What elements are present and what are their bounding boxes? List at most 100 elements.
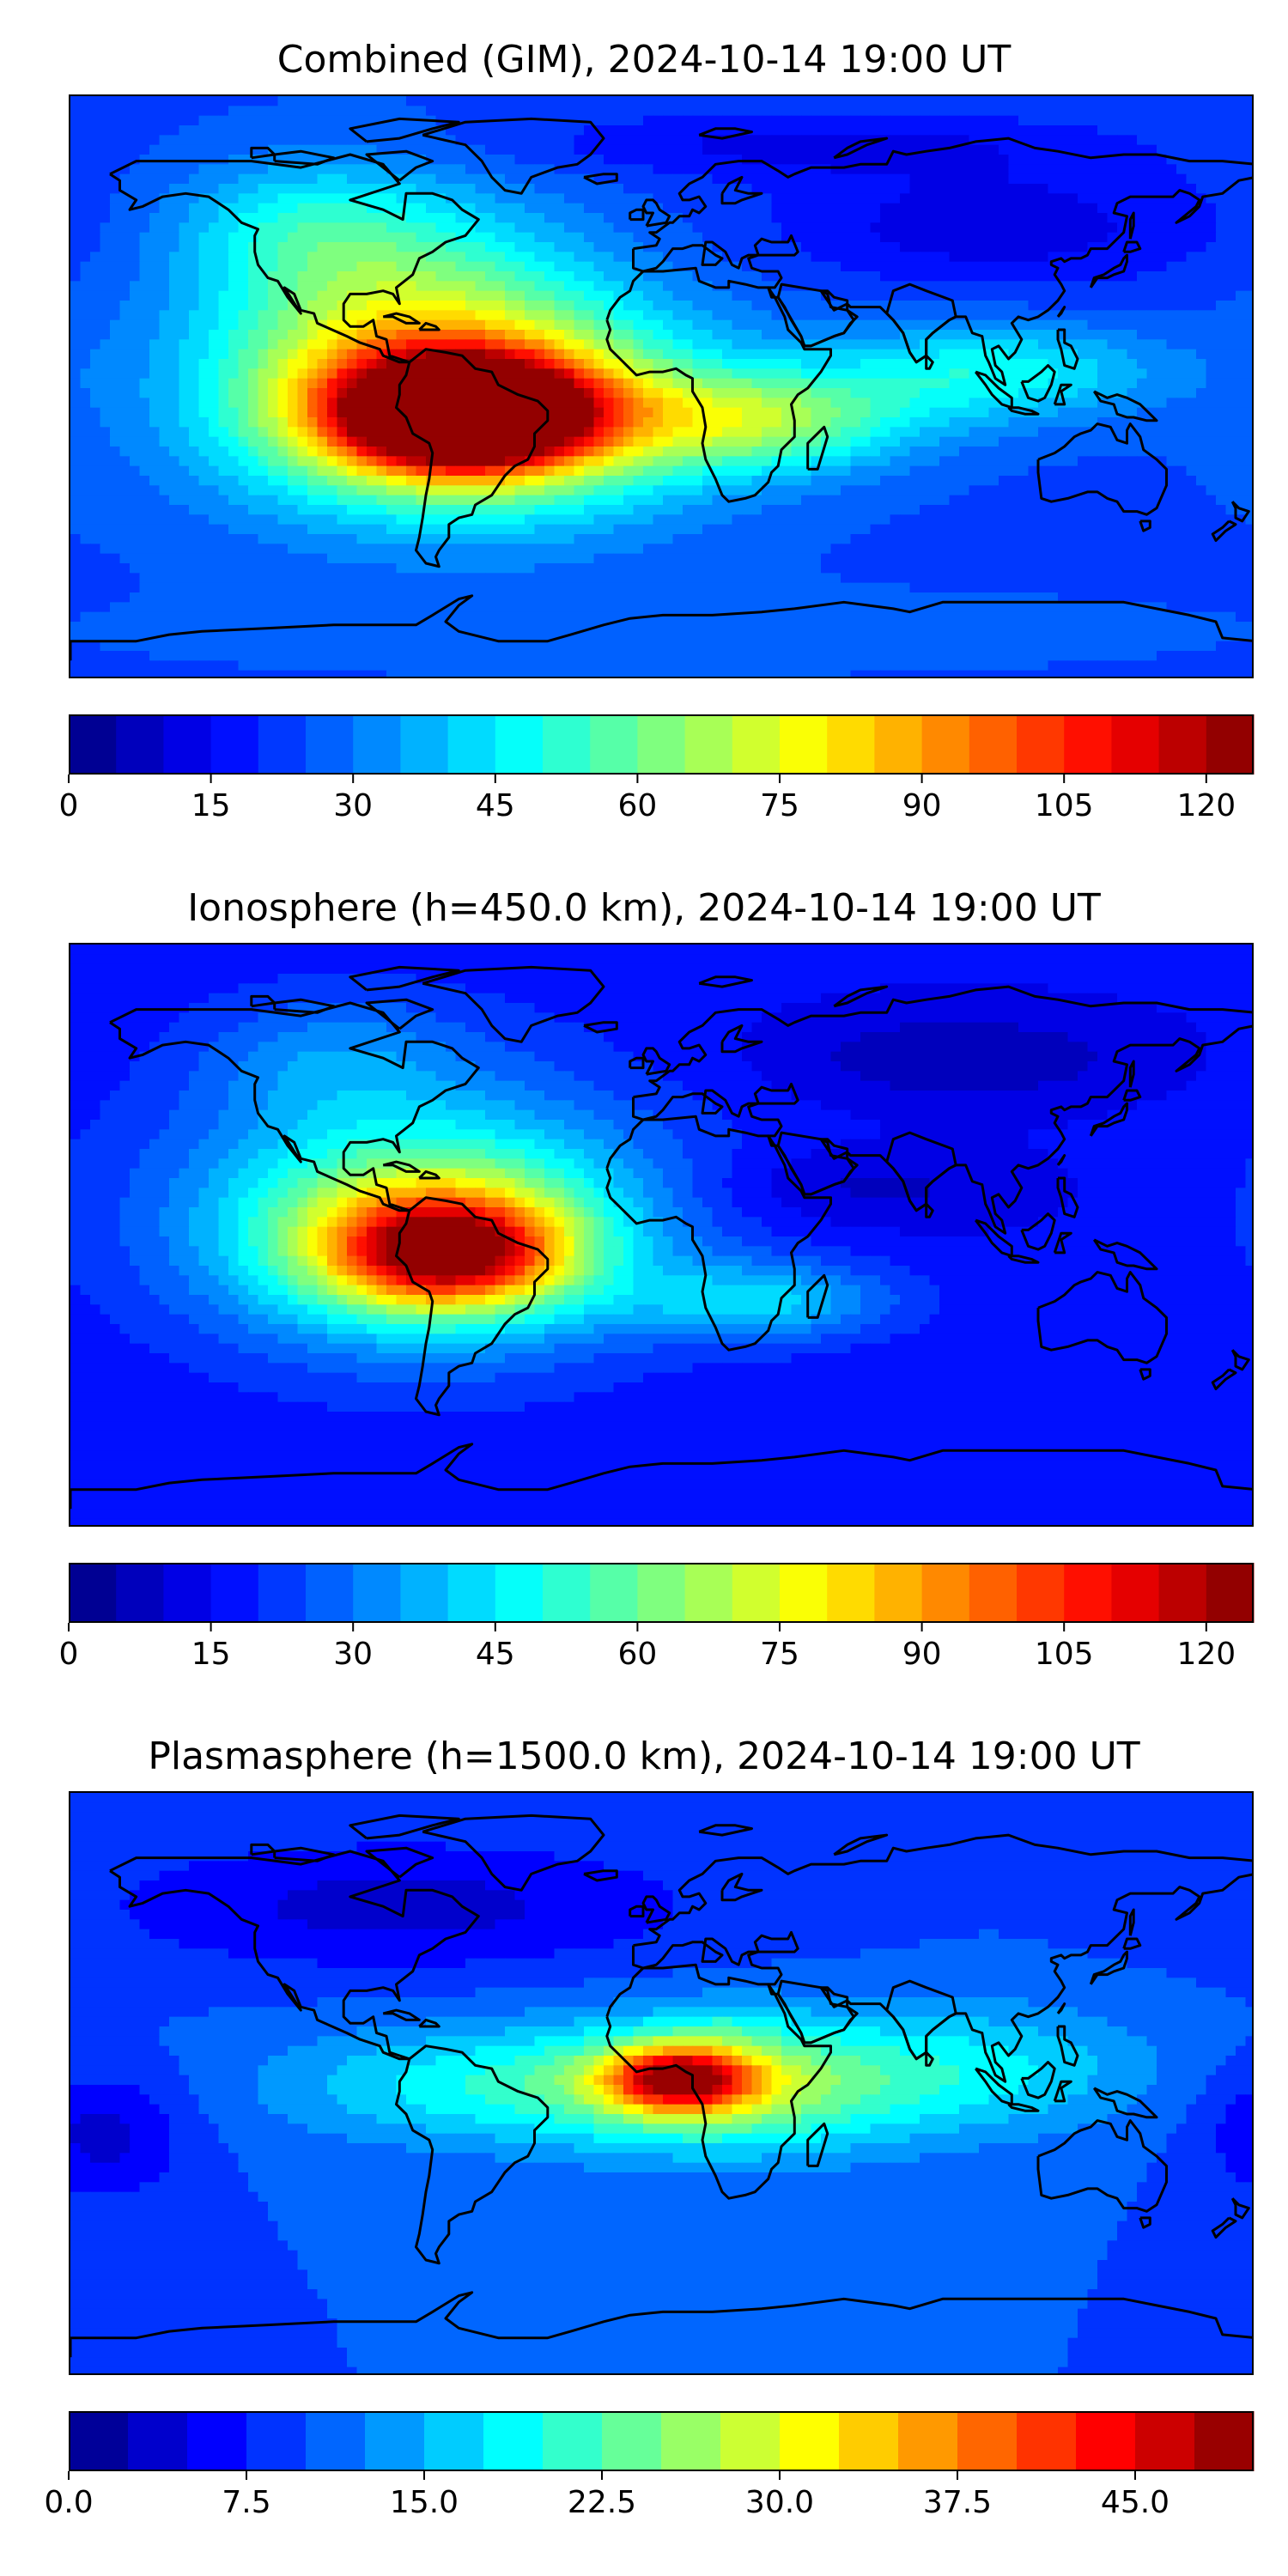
colorbar-segment <box>637 1563 686 1623</box>
colorbar-segment <box>602 2411 662 2471</box>
coastline-hokkaido <box>1122 240 1142 253</box>
coastline-hispaniola <box>418 2018 440 2028</box>
colorbar-segment <box>258 1563 307 1623</box>
coastlines <box>70 117 1252 661</box>
coastline-sakhalin <box>1128 1060 1135 1088</box>
coastline-taiwan <box>1056 306 1066 318</box>
coastline-eurasia <box>632 1833 1252 2083</box>
colorbar-segment <box>447 1563 496 1623</box>
coastline-newGuinea <box>1092 390 1158 422</box>
coastline-java <box>1007 406 1040 416</box>
coastline-java <box>1007 1255 1040 1264</box>
coastline-taiwan <box>1056 1154 1066 1166</box>
coastline-madagascar <box>806 425 829 471</box>
colorbar-segment <box>128 2411 188 2471</box>
colorbar-frame <box>69 2411 1254 2471</box>
coastline-madagascar <box>806 1273 829 1319</box>
tec-map-plasmasphere <box>70 1793 1252 2373</box>
coastline-arabia <box>776 283 855 348</box>
tec-field <box>70 96 1252 677</box>
colorbar-segment <box>306 2411 366 2471</box>
coastline-iceland <box>583 1869 618 1882</box>
coastline-antarctica <box>70 2291 1252 2358</box>
colorbar-segment <box>1158 714 1207 775</box>
coastline-sakhalin <box>1128 211 1135 240</box>
coastline-baffin <box>365 149 434 182</box>
colorbar-segment <box>69 1563 117 1623</box>
coastline-sakhalin <box>1128 1908 1135 1936</box>
colorbar-segment <box>684 714 733 775</box>
coastline-tasmania <box>1139 1368 1151 1381</box>
colorbar-segment <box>590 1563 638 1623</box>
colorbar-segment <box>400 714 449 775</box>
colorbar-segment <box>957 2411 1018 2471</box>
coastline-philippines <box>1056 1176 1079 1218</box>
coastline-southAmerica <box>395 1196 550 1417</box>
colorbar-tick-label: 45 <box>476 1637 515 1672</box>
colorbar-segment <box>69 714 117 775</box>
colorbar-tick-label: 90 <box>902 788 942 823</box>
colorbar-segment <box>1194 2411 1255 2471</box>
coastline-africa <box>605 1115 832 1352</box>
coastline-sulawesi <box>1053 1231 1072 1255</box>
colorbar-tick-label: 15 <box>191 788 231 823</box>
coastline-cuba <box>382 2008 421 2021</box>
colorbar-segment <box>1206 714 1255 775</box>
colorbar-frame <box>69 714 1254 775</box>
panel-title-ionosphere: Ionosphere (h=450.0 km), 2024-10-14 19:0… <box>0 884 1288 933</box>
colorbar-segment <box>1064 1563 1112 1623</box>
colorbar-segment <box>969 714 1018 775</box>
colorbar-tick-label: 0.0 <box>44 2485 93 2520</box>
colorbar-segment <box>495 1563 544 1623</box>
coastline-antarctica <box>70 1443 1252 1510</box>
colorbar-segment <box>969 1563 1018 1623</box>
colorbar-segment <box>732 1563 781 1623</box>
coastline-southAmerica <box>395 348 550 568</box>
coastline-northAmerica <box>109 1001 480 1212</box>
coastline-britain <box>641 1047 671 1076</box>
colorbar-tick-label: 45 <box>476 788 515 823</box>
coastlines <box>70 965 1252 1510</box>
coastlines <box>70 1814 1252 2358</box>
coastline-ellesmere <box>349 117 460 143</box>
colorbar-segment <box>543 714 591 775</box>
colorbar-frame <box>69 1563 1254 1623</box>
colorbar-plasmasphere: 0.0 7.5 15.0 22.5 30.0 37.5 45.0 <box>44 2411 1255 2520</box>
coastline-banks <box>250 146 276 160</box>
colorbar-segment <box>447 714 496 775</box>
colorbar-segment <box>210 714 259 775</box>
coastline-greenland <box>422 965 605 1043</box>
coastline-hokkaido <box>1122 1089 1142 1102</box>
coastline-arabia <box>776 1979 855 2044</box>
colorbar-segment <box>116 714 164 775</box>
colorbar-segment <box>1017 1563 1065 1623</box>
coastline-iceland <box>583 173 618 185</box>
coastline-northAmerica <box>109 1850 480 2061</box>
coastline-greenland <box>422 117 605 195</box>
coastline-ireland <box>629 1905 645 1918</box>
tec-map-combined <box>70 96 1252 677</box>
colorbar-segment <box>732 714 781 775</box>
coastline-northAmerica <box>109 153 480 364</box>
coastline-sulawesi <box>1053 383 1072 406</box>
coastline-iceland <box>583 1021 618 1034</box>
map-plasmasphere <box>69 1791 1254 2375</box>
coastline-australia <box>1036 2119 1168 2213</box>
colorbar-tick-label: 30 <box>333 788 373 823</box>
colorbar-tick-label: 75 <box>760 1637 799 1672</box>
coastline-australia <box>1036 422 1168 516</box>
colorbar-segment <box>483 2411 544 2471</box>
coastline-tasmania <box>1139 2216 1151 2229</box>
coastline-madagascar <box>806 2122 829 2167</box>
coastline-india <box>885 1131 957 1212</box>
coastline-eurasia <box>632 137 1252 386</box>
coastline-svalbard <box>698 975 753 988</box>
coastline-ellesmere <box>349 1814 460 1840</box>
coastline-antarctica <box>70 594 1252 661</box>
panel-title-combined: Combined (GIM), 2024-10-14 19:00 UT <box>0 36 1288 84</box>
coastline-newZealandS <box>1211 519 1237 543</box>
colorbar-segment <box>210 1563 259 1623</box>
colorbar-segment <box>780 714 828 775</box>
colorbar-segment <box>780 2411 840 2471</box>
coastline-ireland <box>629 208 645 222</box>
